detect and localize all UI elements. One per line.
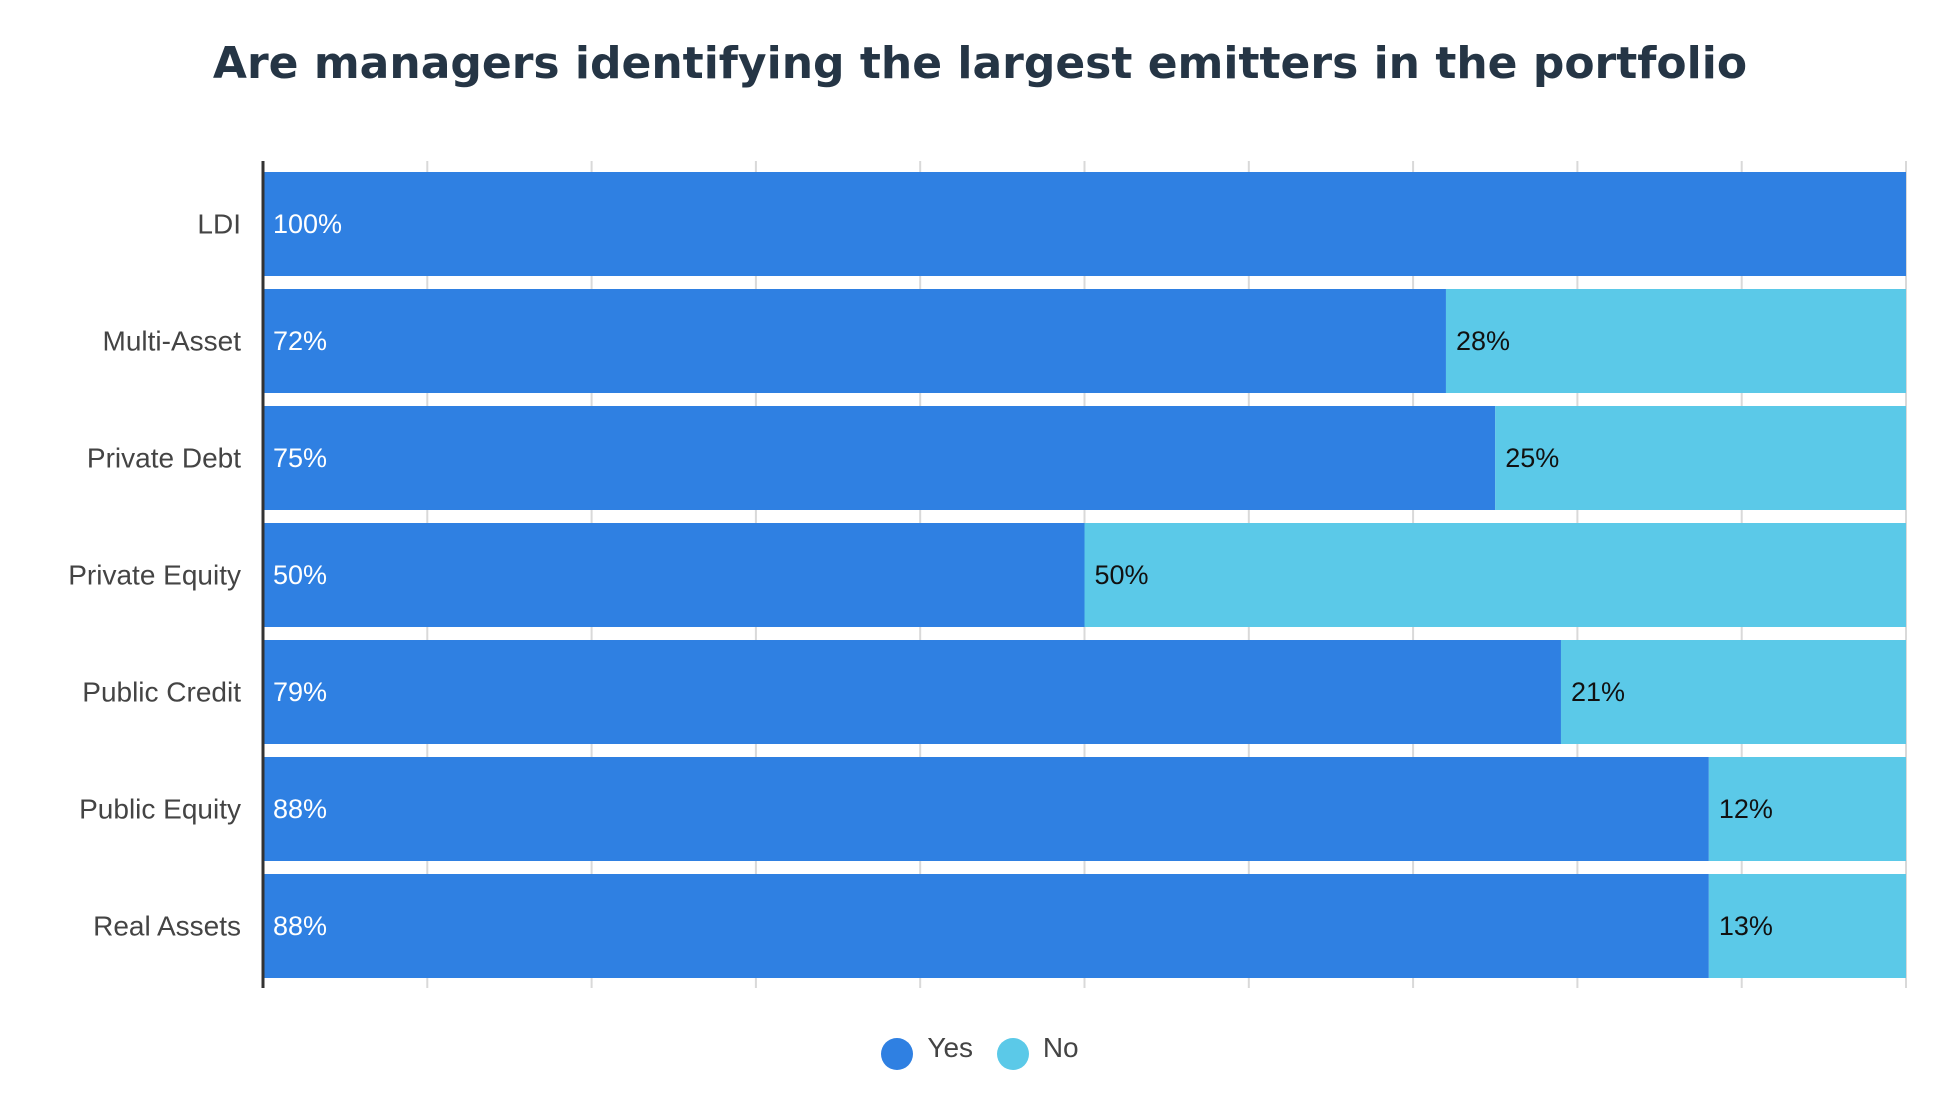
bar-no-private-debt: [1495, 406, 1906, 510]
data-label: 100%: [273, 209, 342, 239]
data-label: 79%: [273, 677, 327, 707]
bar-yes-public-credit: [263, 640, 1561, 744]
bar-yes-private-debt: [263, 406, 1496, 510]
data-label: 13%: [1719, 911, 1773, 941]
data-label: 21%: [1571, 677, 1625, 707]
bar-no-public-credit: [1560, 640, 1906, 744]
data-label: 50%: [1095, 560, 1149, 590]
data-label: 72%: [273, 326, 327, 356]
data-label: 88%: [273, 911, 327, 941]
category-label: LDI: [197, 209, 241, 240]
bar-no-public-equity: [1708, 757, 1906, 861]
category-label: Private Equity: [68, 560, 241, 591]
bar-no-real-assets: [1708, 874, 1906, 978]
bar-no-private-equity: [1084, 523, 1906, 627]
legend-label-no: No: [1042, 1032, 1079, 1063]
bar-yes-private-equity: [263, 523, 1085, 627]
legend-swatch-no: [996, 1038, 1029, 1070]
data-labels: 100% 72% 28% 75% 25% 50% 50% 79% 21% 88% 12% 88% 13%: [273, 209, 1773, 941]
data-label: 28%: [1456, 326, 1510, 356]
bar-yes-ldi: [263, 172, 1906, 276]
bar-yes-real-assets: [263, 874, 1709, 978]
bars: [263, 172, 1906, 978]
legend-item-yes[interactable]: Yes: [881, 1032, 973, 1070]
category-label: Multi-Asset: [103, 326, 242, 357]
data-label: 25%: [1505, 443, 1559, 473]
category-labels: LDI Multi-Asset Private Debt Private Equity…: [68, 209, 241, 942]
data-label: 75%: [273, 443, 327, 473]
legend-item-no[interactable]: No: [996, 1032, 1079, 1070]
data-label: 50%: [273, 560, 327, 590]
category-label: Private Debt: [87, 443, 241, 474]
chart-title: Are managers identifying the largest emi…: [212, 38, 1748, 89]
data-label: 88%: [273, 794, 327, 824]
bar-yes-public-equity: [263, 757, 1709, 861]
data-label: 12%: [1719, 794, 1773, 824]
category-label: Public Equity: [79, 794, 241, 825]
category-label: Real Assets: [93, 911, 241, 942]
legend: Yes No: [0, 1032, 1960, 1077]
legend-swatch-yes: [881, 1038, 914, 1070]
legend-label-yes: Yes: [927, 1032, 974, 1063]
category-label: Public Credit: [82, 677, 241, 708]
bar-yes-multi-asset: [263, 289, 1446, 393]
bar-no-multi-asset: [1445, 289, 1906, 393]
